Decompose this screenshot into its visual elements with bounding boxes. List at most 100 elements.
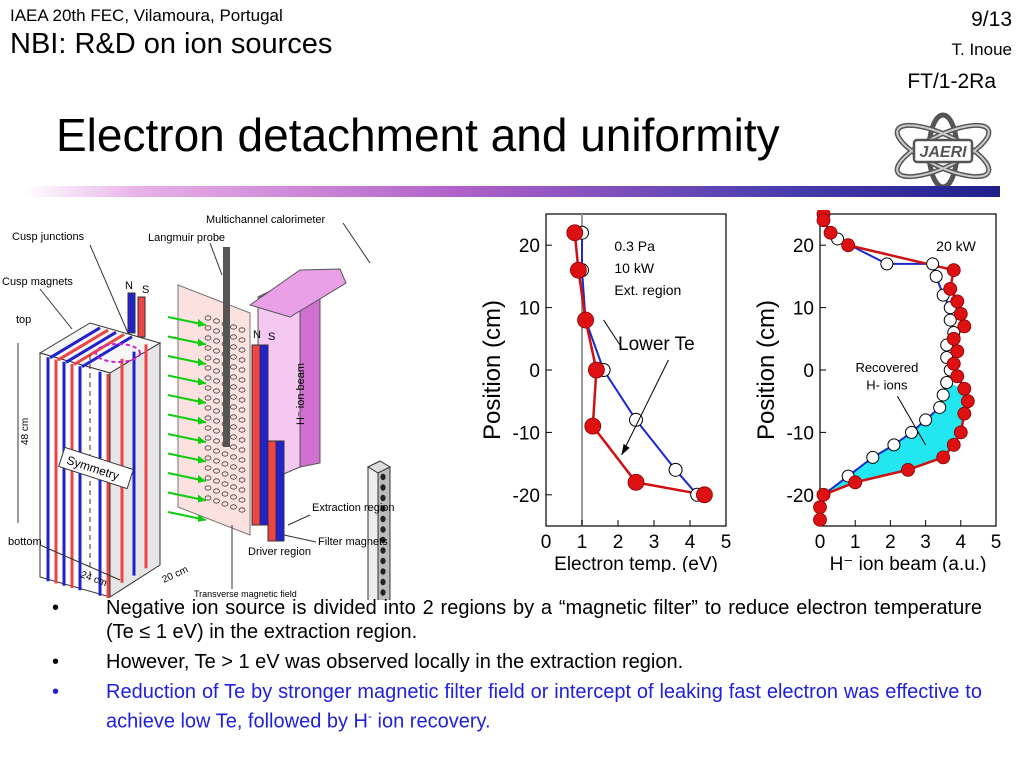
calorimeter-dot <box>380 557 386 565</box>
annotation-arrowhead <box>621 443 630 455</box>
grid-aperture <box>204 315 212 321</box>
data-point-filled <box>950 294 965 309</box>
calorimeter-dot <box>380 578 386 586</box>
grid-aperture <box>230 344 237 350</box>
grid-aperture <box>213 338 220 344</box>
annotation-pointer <box>621 359 669 456</box>
x-tick-label: 1 <box>850 532 861 553</box>
grid-aperture <box>204 495 212 501</box>
label-s1: S <box>142 284 149 296</box>
bullet-text: Negative ion source is divided into 2 re… <box>106 597 982 643</box>
grid-aperture <box>238 357 246 363</box>
field-arrow-head <box>198 436 206 444</box>
cusp-stripe <box>57 328 109 362</box>
grid-aperture <box>230 404 237 410</box>
y-tick-label: 0 <box>803 361 814 382</box>
topic-label: NBI: R&D on ion sources <box>10 28 333 60</box>
calorimeter-dots <box>380 473 386 600</box>
label-n1: N <box>125 280 133 292</box>
page-number: 9/13 <box>971 8 1012 31</box>
x-tick-label: 4 <box>685 532 696 553</box>
grid-aperture <box>221 471 229 477</box>
top-magnet-n <box>127 292 136 334</box>
grid-aperture <box>213 498 220 504</box>
grid-aperture <box>238 497 246 503</box>
author-label: T. Inoue <box>951 40 1013 59</box>
data-point-filled <box>946 437 961 452</box>
label-s2: S <box>268 331 275 343</box>
x-tick-label: 3 <box>649 532 660 553</box>
grid-aperture <box>213 328 220 334</box>
calorimeter-pointer <box>342 222 371 264</box>
label-extraction: Extraction region <box>312 502 395 514</box>
y-tick-label: 10 <box>793 299 814 320</box>
y-tick-label: 10 <box>519 299 540 320</box>
label-beam: H⁻ ion beam <box>295 363 307 425</box>
bullet-text: However, Te > 1 eV was observed locally … <box>106 651 684 673</box>
y-axis-label: Position (cm) <box>479 300 506 440</box>
data-point-open <box>866 450 880 464</box>
data-point-filled <box>953 306 968 321</box>
x-tick-label: 2 <box>885 532 896 553</box>
grid-aperture <box>204 465 212 471</box>
data-point-filled <box>813 500 827 515</box>
grid-aperture <box>213 378 220 384</box>
grid-aperture <box>213 388 220 394</box>
electron-temperature-chart: 0 1 2 3 4 5 20 10 0 -10 -20 Electron temp. (eV) Posi… <box>479 213 731 572</box>
grid-aperture <box>213 478 220 484</box>
data-point-filled <box>813 512 827 527</box>
data-point-filled <box>566 224 584 242</box>
grid-aperture <box>221 461 229 467</box>
data-point-filled <box>823 225 838 240</box>
grid-aperture <box>204 355 212 361</box>
data-point-filled <box>946 263 961 278</box>
annotation: Recovered <box>855 360 918 375</box>
grid-aperture <box>230 474 237 480</box>
data-point-filled <box>848 475 863 490</box>
jaeri-logo: JAERI <box>894 112 992 190</box>
field-arrow-head <box>198 455 206 464</box>
grid-aperture <box>213 488 220 494</box>
x-axis-label: H⁻ ion beam (a.u.) <box>830 554 987 572</box>
data-point-open <box>936 388 950 402</box>
data-point-open <box>880 257 894 271</box>
grid-aperture <box>238 347 246 353</box>
grid-aperture <box>221 491 229 497</box>
data-point-filled <box>960 394 975 409</box>
data-point-filled <box>957 406 972 421</box>
data-point-filled <box>901 462 915 477</box>
grid-aperture <box>238 407 246 413</box>
langmuir-probe <box>223 247 230 447</box>
grid-aperture <box>204 425 212 431</box>
grid-aperture <box>230 324 237 330</box>
data-point-filled <box>588 361 605 379</box>
data-point-filled <box>695 486 713 504</box>
data-point-filled <box>841 238 856 253</box>
calorimeter-dot <box>380 505 386 512</box>
grid-aperture <box>204 455 212 461</box>
label-cusp-junctions: Cusp junctions <box>12 231 85 243</box>
bullet-superscript: - <box>368 709 372 723</box>
field-arrow-head <box>198 514 206 522</box>
x-tick-label: 2 <box>613 532 624 553</box>
calorimeter-dot <box>380 547 386 554</box>
y-tick-label: 0 <box>529 361 540 382</box>
label-depth: 20 cm <box>161 564 190 585</box>
grid-aperture <box>238 387 246 393</box>
x-tick-label: 3 <box>920 532 931 553</box>
top-magnet-s <box>137 296 146 338</box>
grid-apertures <box>204 315 246 513</box>
grid-aperture <box>204 405 212 411</box>
grid-aperture <box>204 385 212 391</box>
bullet-text-end: ion recovery. <box>372 710 491 733</box>
x-tick-label: 0 <box>815 532 826 553</box>
data-point-open <box>668 462 683 477</box>
grid-aperture <box>230 484 237 490</box>
grid-aperture <box>230 434 237 440</box>
bullet-item: • Negative ion source is divided into 2 … <box>52 596 982 644</box>
cusp-stripe <box>49 326 101 360</box>
grid-aperture <box>230 494 237 500</box>
grid-aperture <box>204 445 212 451</box>
field-arrow-head <box>198 319 206 327</box>
filter-magnets <box>251 344 285 542</box>
